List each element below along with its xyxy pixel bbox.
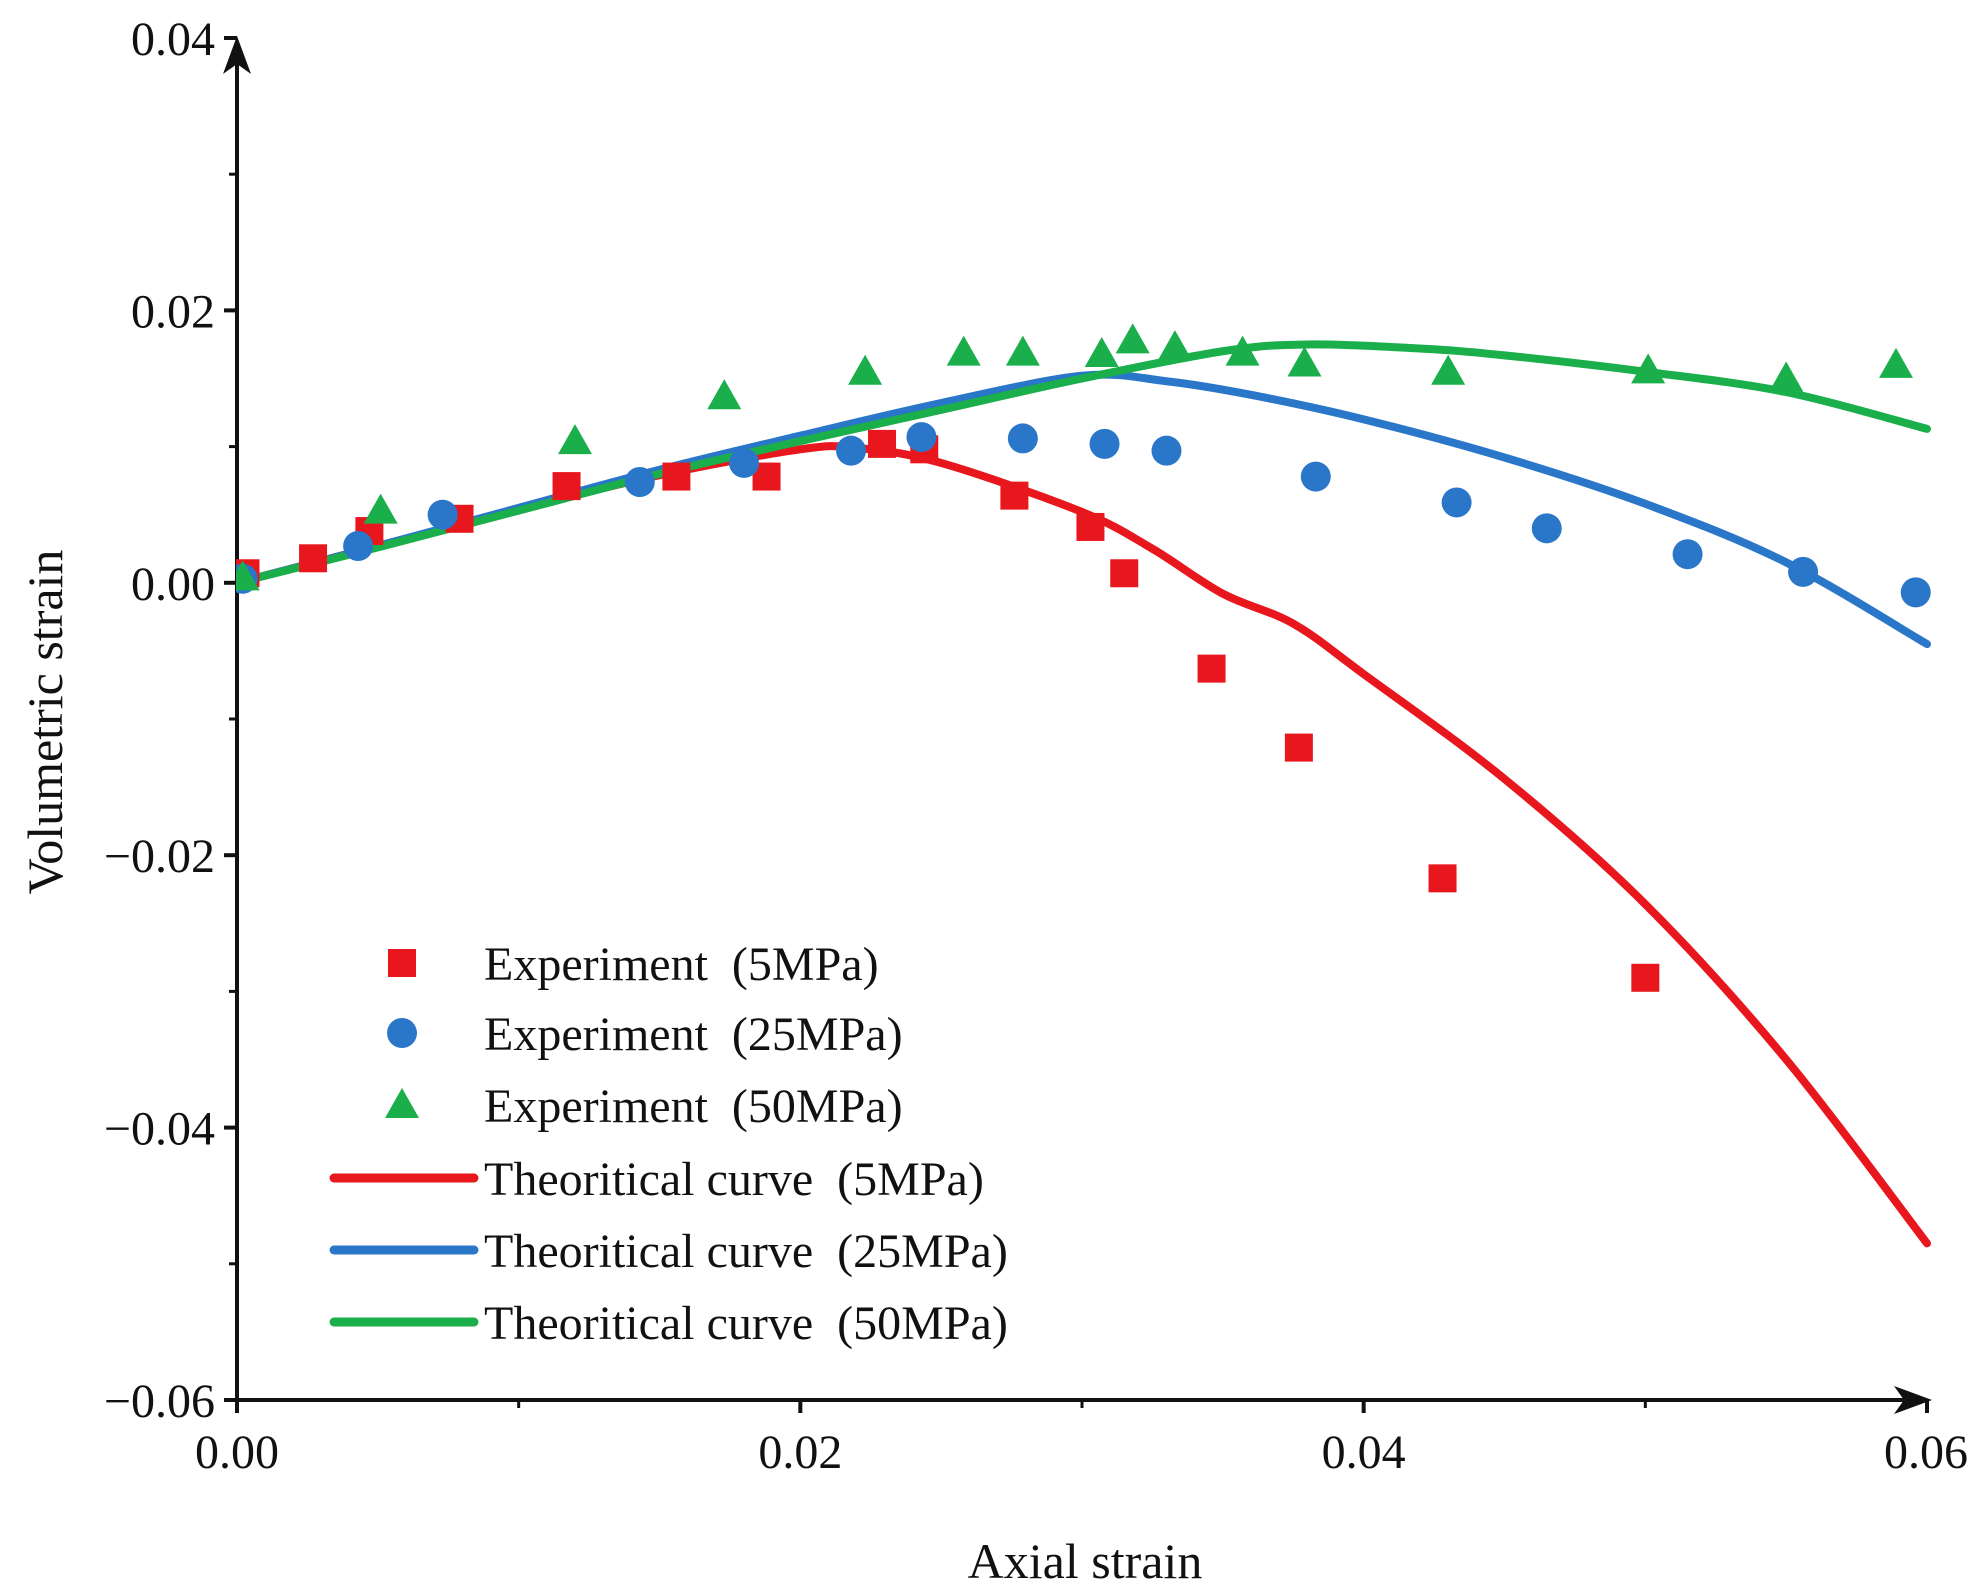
experiment-point-triangle bbox=[1084, 336, 1119, 367]
legend: Experiment (5MPa) Experiment (25MPa) Exper… bbox=[329, 938, 1008, 1350]
experiment-point-circle bbox=[906, 422, 937, 453]
experiment-point-triangle bbox=[236, 560, 260, 591]
experiment-point-square bbox=[1197, 654, 1226, 683]
legend-label: Theoritical curve (50MPa) bbox=[484, 1297, 1008, 1350]
x-axis-title: Axial strain bbox=[968, 1533, 1203, 1589]
experiment-point-circle bbox=[1151, 435, 1182, 466]
x-axis-arrow-icon bbox=[1894, 1386, 1932, 1414]
experiment-point-circle bbox=[729, 447, 759, 478]
experiment-point-triangle bbox=[1879, 347, 1914, 378]
experiment-point-triangle bbox=[1225, 335, 1260, 366]
experiment-point-circle bbox=[1007, 423, 1038, 454]
y-tick-label: 0.02 bbox=[131, 285, 215, 338]
y-tick-label: −0.04 bbox=[104, 1103, 215, 1156]
axes bbox=[223, 36, 1932, 1414]
experiment-point-square bbox=[1110, 559, 1139, 588]
experiment-point-square bbox=[1076, 512, 1105, 541]
x-tick-label: 0.04 bbox=[1322, 1426, 1406, 1479]
experiment-point-circle bbox=[427, 499, 458, 530]
experiment-point-circle bbox=[1300, 461, 1331, 492]
x-tick-label: 0.02 bbox=[758, 1426, 842, 1479]
legend-marker-triangle bbox=[385, 1088, 419, 1118]
experiment-point-triangle bbox=[1115, 323, 1150, 354]
experiment-point-triangle bbox=[707, 379, 742, 410]
y-axis-title: Volumetric strain bbox=[17, 550, 73, 895]
experiment-point-square bbox=[1284, 733, 1313, 762]
experiment-point-square bbox=[1428, 864, 1457, 893]
legend-label: Experiment (25MPa) bbox=[484, 1008, 903, 1061]
experiment-point-triangle bbox=[848, 354, 883, 385]
experiment-point-triangle bbox=[1157, 330, 1192, 361]
experiment-point-circle bbox=[343, 531, 374, 562]
experiment-point-triangle bbox=[1769, 361, 1804, 392]
y-ticks: −0.06 −0.04 −0.02 0.00 0.02 0.04 bbox=[104, 13, 237, 1428]
experiment-point-square bbox=[1631, 963, 1660, 992]
experiment-point-circle bbox=[1672, 539, 1703, 570]
experiment-point-triangle bbox=[1431, 354, 1466, 385]
experiment-point-triangle bbox=[1005, 335, 1040, 366]
theoretical-curve-2 bbox=[236, 340, 1931, 587]
y-tick-label: −0.06 bbox=[104, 1375, 215, 1428]
experiment-point-circle bbox=[1441, 487, 1472, 518]
experiment-point-triangle bbox=[1287, 346, 1322, 377]
experiment-point-circle bbox=[1089, 428, 1120, 459]
experiment-point-triangle bbox=[1631, 353, 1666, 384]
experiment-point-triangle bbox=[946, 335, 981, 366]
experiment-point-square bbox=[1000, 481, 1029, 510]
legend-label: Theoritical curve (25MPa) bbox=[484, 1225, 1008, 1278]
experiment-point-circle bbox=[624, 467, 655, 498]
legend-marker-square bbox=[388, 949, 416, 977]
x-tick-label: 0.06 bbox=[1884, 1426, 1968, 1479]
x-tick-label: 0.00 bbox=[195, 1426, 279, 1479]
experiment-point-square bbox=[662, 462, 691, 491]
x-ticks: 0.00 0.02 0.04 0.06 bbox=[195, 1400, 1968, 1479]
experiment-point-triangle bbox=[558, 424, 592, 455]
experiment-point-circle bbox=[1900, 577, 1931, 608]
legend-label: Experiment (50MPa) bbox=[484, 1080, 903, 1133]
y-tick-label: −0.02 bbox=[104, 830, 215, 883]
experiment-point-square bbox=[868, 429, 897, 458]
experiment-point-circle bbox=[836, 435, 867, 466]
experiment-point-circle bbox=[1788, 556, 1819, 587]
experiment-point-square bbox=[299, 544, 328, 573]
experiment-point-circle bbox=[1531, 513, 1562, 544]
y-axis-arrow-icon bbox=[223, 36, 251, 74]
legend-label: Theoritical curve (5MPa) bbox=[484, 1153, 984, 1206]
legend-marker-circle bbox=[387, 1018, 417, 1048]
experiment-point-triangle bbox=[363, 493, 398, 524]
marker-layer bbox=[236, 323, 1931, 992]
y-tick-label: 0.00 bbox=[131, 558, 215, 611]
y-tick-label: 0.04 bbox=[131, 13, 215, 66]
legend-label: Experiment (5MPa) bbox=[484, 938, 879, 991]
experiment-point-square bbox=[552, 472, 581, 501]
